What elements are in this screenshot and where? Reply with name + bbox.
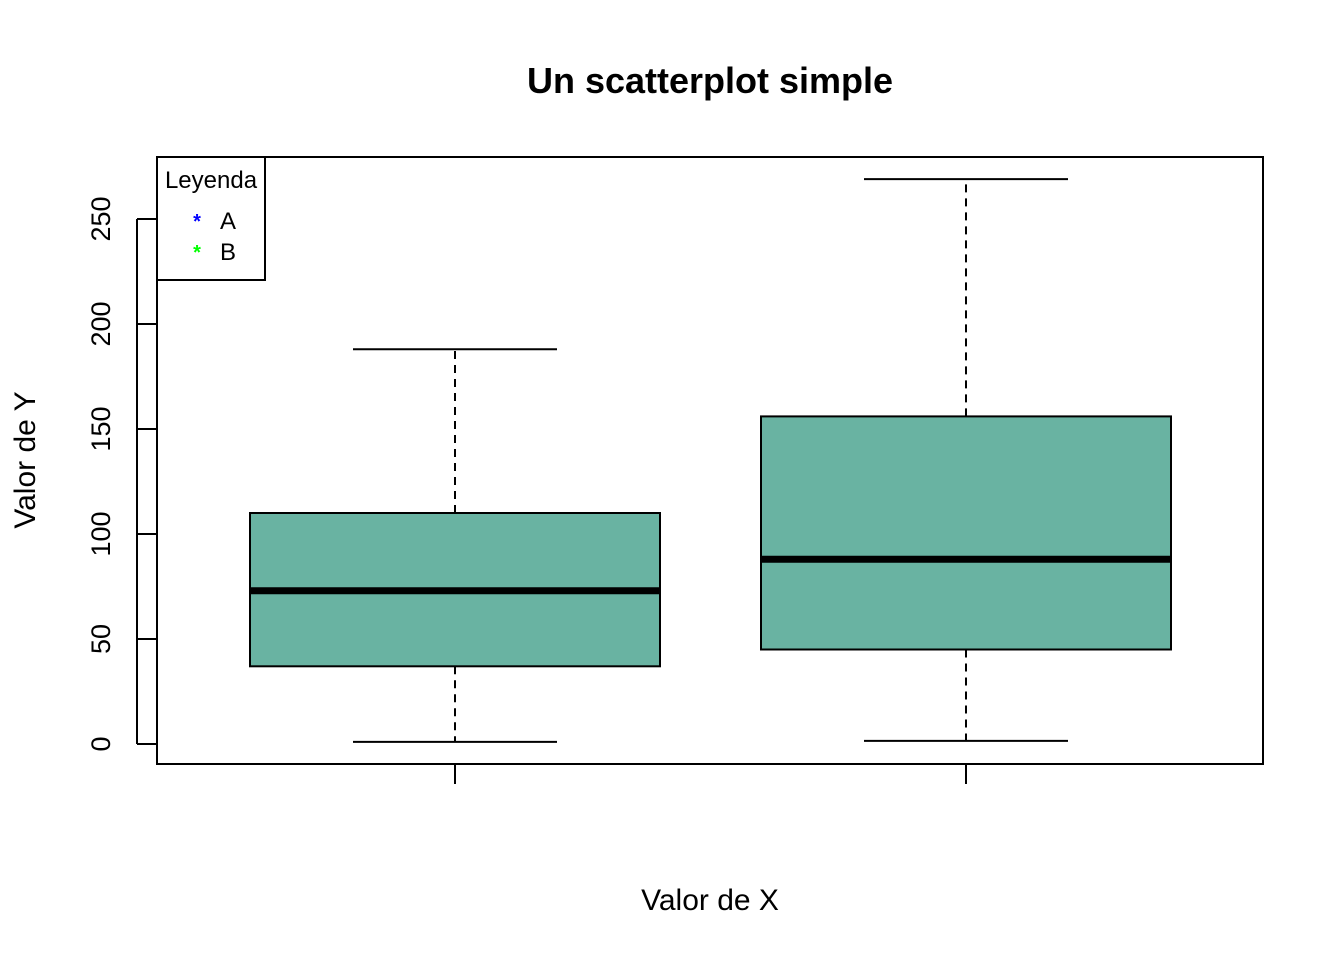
y-tick-label: 200 — [86, 301, 116, 346]
y-tick-label: 100 — [86, 511, 116, 556]
y-tick-label: 50 — [86, 624, 116, 654]
legend-label: A — [220, 208, 236, 235]
y-tick-label: 250 — [86, 196, 116, 241]
legend-label: B — [220, 239, 236, 266]
legend-symbol: * — [193, 211, 201, 233]
y-axis: 0 50 100 150 200 250 — [86, 196, 157, 752]
plot-frame — [156, 156, 1264, 765]
legend-box — [156, 156, 266, 281]
y-tick-label: 150 — [86, 406, 116, 451]
iqr-box — [760, 415, 1172, 651]
x-axis-label: Valor de X — [641, 884, 779, 917]
x-axis — [454, 764, 967, 784]
y-tick-label: 0 — [86, 736, 116, 751]
y-axis-label: Valor de Y — [9, 391, 42, 528]
legend-symbol: * — [193, 242, 201, 264]
box-2 — [760, 178, 1172, 742]
legend-entries: * A * B — [193, 208, 236, 266]
legend-title: Leyenda — [165, 167, 258, 194]
box-1 — [249, 348, 661, 743]
boxes — [249, 178, 1172, 743]
legend: Leyenda * A * B — [156, 156, 266, 281]
chart-title: Un scatterplot simple — [527, 60, 893, 101]
